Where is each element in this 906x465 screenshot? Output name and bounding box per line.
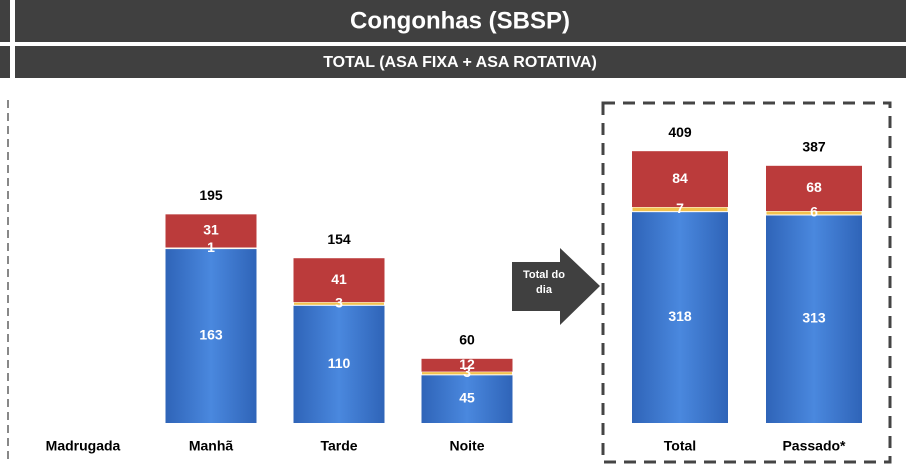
arrow-label: Total do dia [523, 269, 565, 296]
bar-segment [632, 211, 728, 423]
x-tick-label: Passado* [782, 438, 846, 454]
value-label: 12 [459, 356, 475, 372]
bar-segment [293, 305, 385, 423]
x-tick-label: Total [664, 438, 696, 454]
total-box [601, 101, 892, 464]
total-label: 409 [668, 124, 692, 140]
total-label: 195 [199, 187, 223, 203]
arrow [512, 248, 600, 325]
value-label: 318 [668, 308, 692, 324]
subheader-edge [0, 46, 10, 78]
x-tick-label: Madrugada [46, 438, 121, 454]
bar-segment [421, 358, 513, 372]
total-label: 60 [459, 332, 475, 348]
bar-segment [165, 214, 257, 248]
chart-subtitle: TOTAL (ASA FIXA + ASA ROTATIVA) [323, 54, 597, 71]
value-label: 1 [207, 239, 215, 255]
value-label: 45 [459, 390, 475, 406]
bar-segment [293, 258, 385, 303]
total-label: 387 [802, 139, 826, 155]
subheader-bar [15, 46, 906, 78]
value-label: 6 [810, 204, 818, 220]
x-tick-label: Noite [450, 438, 485, 454]
chart-title: Congonhas (SBSP) [350, 7, 570, 34]
value-label: 313 [802, 310, 826, 326]
x-tick-label: Manhã [189, 438, 234, 454]
value-label: 31 [203, 222, 219, 238]
bar-segment [165, 248, 257, 423]
bar-segment [632, 151, 728, 208]
bar-segment [421, 371, 513, 376]
bar-segment [766, 214, 862, 423]
value-label: 3 [335, 294, 343, 310]
value-label: 7 [676, 200, 684, 216]
bar-segment [766, 165, 862, 211]
header-edge [0, 0, 10, 42]
bar-segment [421, 374, 513, 423]
value-label: 68 [806, 179, 822, 195]
header-bar [15, 0, 906, 42]
value-label: 163 [199, 326, 223, 342]
total-label: 154 [327, 231, 351, 247]
value-label: 3 [463, 364, 471, 380]
value-label: 84 [672, 170, 688, 186]
x-tick-label: Tarde [320, 438, 357, 454]
value-label: 110 [328, 355, 351, 371]
bar-segment [631, 206, 729, 213]
value-label: 41 [331, 271, 347, 287]
